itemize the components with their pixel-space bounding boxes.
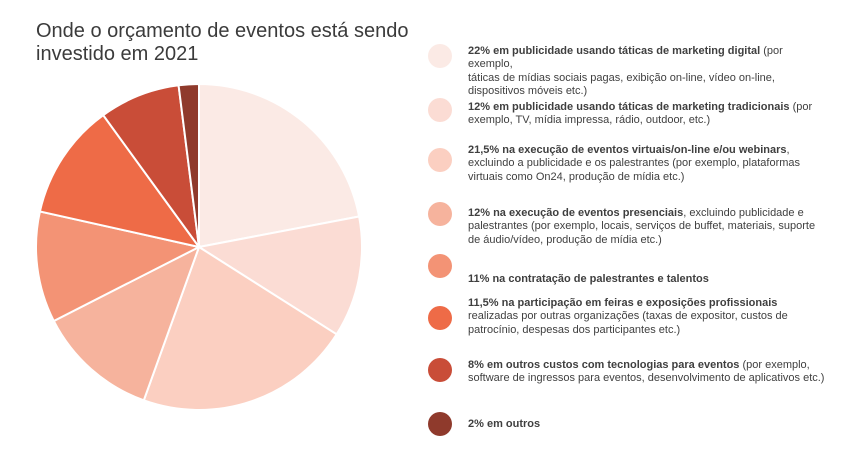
pie-slice	[177, 82, 200, 248]
legend-swatch	[428, 44, 452, 68]
legend-swatch	[428, 412, 452, 436]
legend-bold-text: 21,5% na execução de eventos virtuais/on…	[468, 144, 787, 156]
legend-label: 12% na execução de eventos presenciais, …	[468, 207, 830, 247]
blank-area	[30, 422, 198, 454]
legend-label: 11,5% na participação em feiras e exposi…	[468, 297, 830, 337]
legend-label: 22% em publicidade usando táticas de mar…	[468, 45, 830, 99]
legend-bold-text: 8% em outros custos com tecnologias para…	[468, 359, 740, 371]
pie-slice	[38, 113, 202, 249]
legend-detail-text: (por exemplo, táticas de mídias sociais …	[468, 45, 783, 98]
legend-swatch	[428, 202, 452, 226]
legend-bold-text: 22% em publicidade usando táticas de mar…	[468, 45, 761, 57]
legend-label: 12% em publicidade usando táticas de mar…	[468, 101, 830, 128]
legend-detail-text: (por exemplo, software de ingressos para…	[468, 359, 825, 385]
legend-swatch	[428, 306, 452, 330]
legend-swatch	[428, 148, 452, 172]
legend-bold-text: 11,5% na participação em feiras e exposi…	[468, 297, 778, 309]
legend-detail-text: realizadas por outras organizações (taxa…	[468, 310, 788, 336]
legend-label: 2% em outros	[468, 418, 830, 431]
pie-slice	[52, 244, 201, 402]
legend-label: 21,5% na execução de eventos virtuais/on…	[468, 144, 830, 184]
legend: 22% em publicidade usando táticas de mar…	[428, 0, 828, 454]
legend-detail-text: , excluindo a publicidade e os palestran…	[468, 144, 801, 183]
legend-bold-text: 2% em outros	[468, 418, 541, 430]
legend-bold-text: 12% na execução de eventos presenciais	[468, 207, 684, 219]
pie-slice	[142, 245, 339, 411]
chart-title: Onde o orçamento de eventos está sendo i…	[36, 20, 409, 65]
pie-slice	[196, 215, 363, 336]
legend-swatch	[428, 98, 452, 122]
pie-slice	[198, 82, 361, 249]
legend-bold-text: 11% na contratação de palestrantes e tal…	[468, 273, 709, 285]
legend-detail-text: , excluindo publicidade e palestrantes (…	[468, 207, 816, 246]
legend-swatch	[428, 358, 452, 382]
legend-detail-text: (por exemplo, TV, mídia impressa, rádio,…	[468, 101, 813, 127]
legend-bold-text: 12% em publicidade usando táticas de mar…	[468, 101, 790, 113]
legend-label: 8% em outros custos com tecnologias para…	[468, 359, 830, 386]
legend-label: 11% na contratação de palestrantes e tal…	[468, 273, 830, 286]
legend-swatch	[428, 254, 452, 278]
